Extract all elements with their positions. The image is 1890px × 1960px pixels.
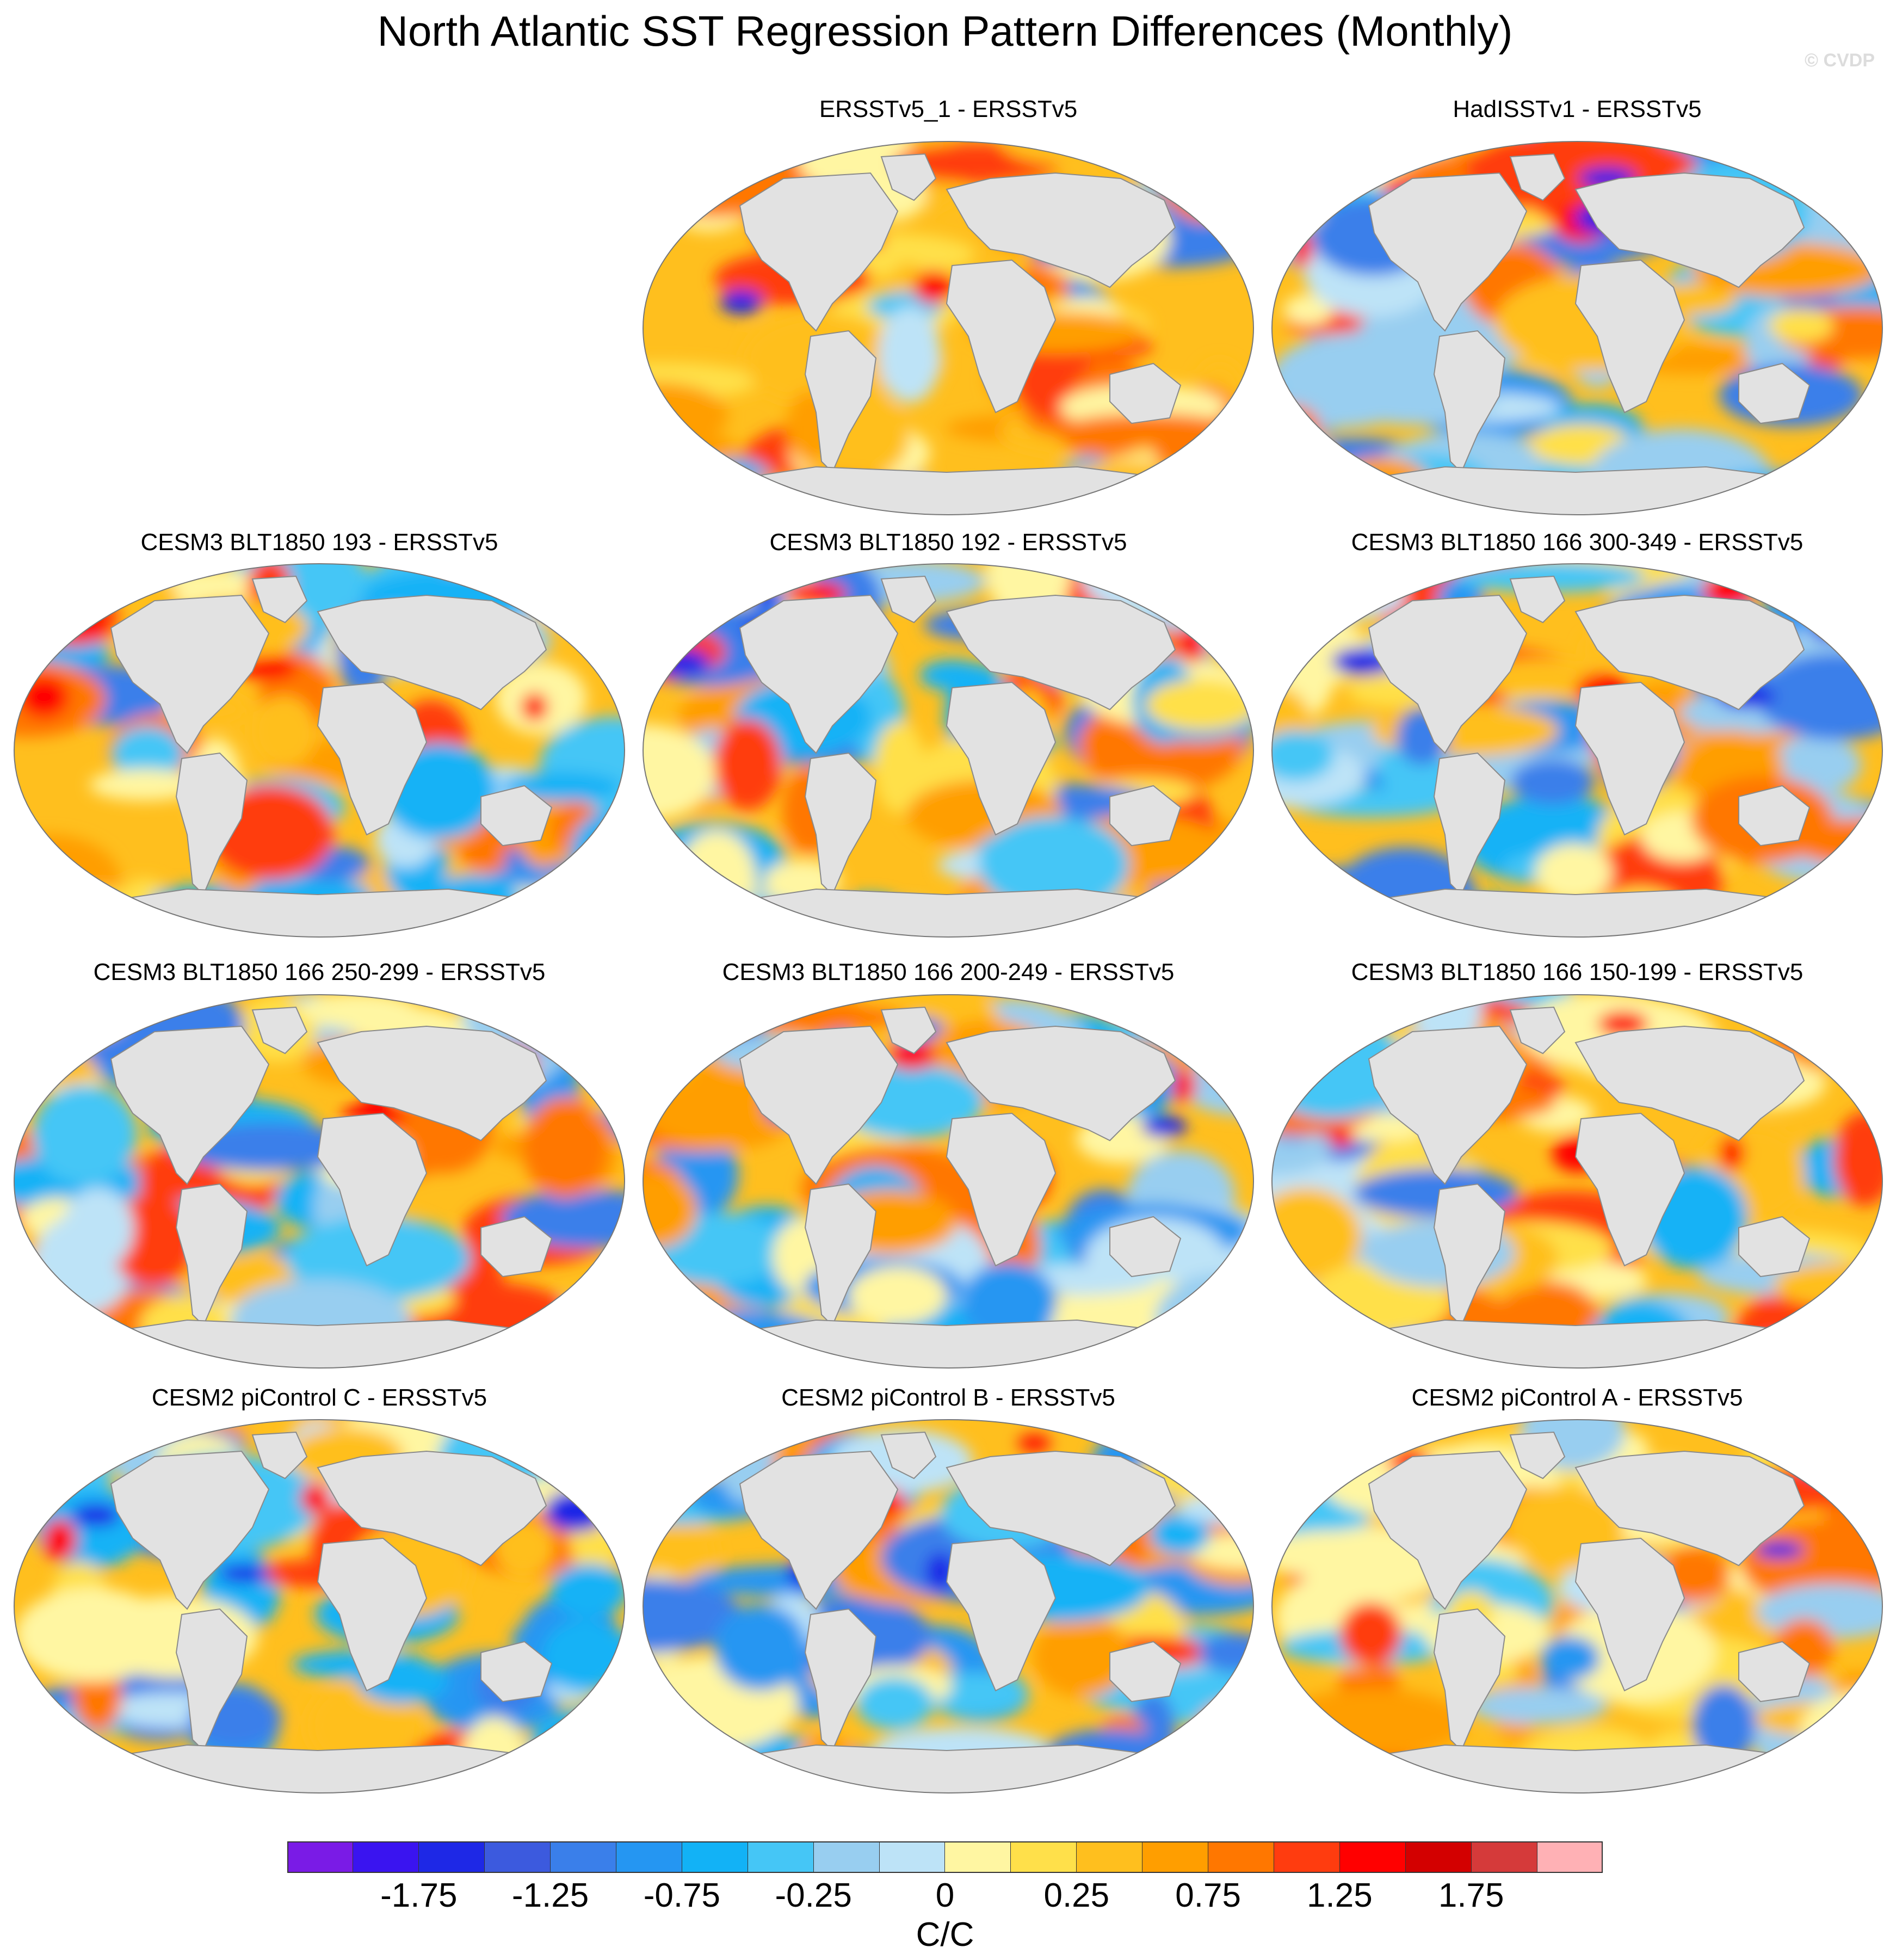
colorbar-swatch — [484, 1841, 551, 1873]
panel-title: CESM2 piControl B - ERSSTv5 — [781, 1384, 1115, 1411]
colorbar-swatch — [1274, 1841, 1340, 1873]
colorbar-tick-label: -1.25 — [511, 1877, 589, 1914]
panel-title: CESM3 BLT1850 193 - ERSSTv5 — [140, 529, 498, 556]
sst-difference-map — [1271, 563, 1883, 938]
panel-title: CESM3 BLT1850 166 300-349 - ERSSTv5 — [1351, 529, 1803, 556]
colorbar-swatch — [616, 1841, 682, 1873]
colorbar-tick-label: 0.25 — [1043, 1877, 1110, 1914]
sst-difference-map — [1271, 994, 1883, 1369]
colorbar-swatch — [1537, 1841, 1603, 1873]
sst-difference-map — [643, 563, 1254, 938]
colorbar-swatch — [879, 1841, 946, 1873]
colorbar-swatch — [1471, 1841, 1537, 1873]
colorbar-frame — [287, 1841, 1603, 1873]
colorbar-swatch — [1208, 1841, 1274, 1873]
sst-difference-map — [14, 1419, 625, 1793]
figure-title: North Atlantic SST Regression Pattern Di… — [377, 7, 1513, 55]
panel-title: CESM3 BLT1850 192 - ERSSTv5 — [769, 529, 1127, 556]
panel-title: ERSSTv5_1 - ERSSTv5 — [819, 96, 1078, 122]
colorbar-swatch — [550, 1841, 616, 1873]
colorbar-swatch — [353, 1841, 419, 1873]
colorbar-tick-label: -0.25 — [775, 1877, 852, 1914]
panel-title: HadISSTv1 - ERSSTv5 — [1453, 96, 1702, 122]
colorbar-tick-label: 1.75 — [1438, 1877, 1504, 1914]
colorbar-tick-label: 0.75 — [1175, 1877, 1241, 1914]
colorbar-swatch — [1339, 1841, 1406, 1873]
sst-difference-map — [14, 994, 625, 1369]
colorbar — [287, 1841, 1603, 1873]
colorbar-swatch — [682, 1841, 748, 1873]
sst-difference-map — [1271, 1419, 1883, 1793]
sst-difference-map — [643, 1419, 1254, 1793]
colorbar-swatch — [1076, 1841, 1143, 1873]
panel-title: CESM2 piControl A - ERSSTv5 — [1411, 1384, 1743, 1411]
colorbar-tick-label: 1.25 — [1307, 1877, 1373, 1914]
colorbar-swatch — [748, 1841, 814, 1873]
colorbar-swatch — [287, 1841, 354, 1873]
colorbar-tick-label: 0 — [935, 1877, 955, 1914]
colorbar-swatch — [945, 1841, 1011, 1873]
panel-title: CESM3 BLT1850 166 150-199 - ERSSTv5 — [1351, 959, 1803, 985]
colorbar-swatch — [1142, 1841, 1209, 1873]
panel-title: CESM3 BLT1850 166 200-249 - ERSSTv5 — [722, 959, 1175, 985]
sst-difference-map — [643, 994, 1254, 1369]
colorbar-swatch — [813, 1841, 880, 1873]
cvdp-watermark: © CVDP — [1805, 50, 1875, 71]
sst-difference-map — [643, 141, 1254, 515]
colorbar-swatch — [418, 1841, 485, 1873]
panel-title: CESM2 piControl C - ERSSTv5 — [151, 1384, 487, 1411]
sst-difference-map — [1271, 141, 1883, 515]
colorbar-tick-label: -1.75 — [380, 1877, 458, 1914]
colorbar-swatch — [1010, 1841, 1077, 1873]
colorbar-swatch — [1405, 1841, 1472, 1873]
colorbar-units: C/C — [916, 1916, 974, 1953]
panel-title: CESM3 BLT1850 166 250-299 - ERSSTv5 — [93, 959, 546, 985]
colorbar-tick-label: -0.75 — [643, 1877, 721, 1914]
sst-difference-map — [14, 563, 625, 938]
